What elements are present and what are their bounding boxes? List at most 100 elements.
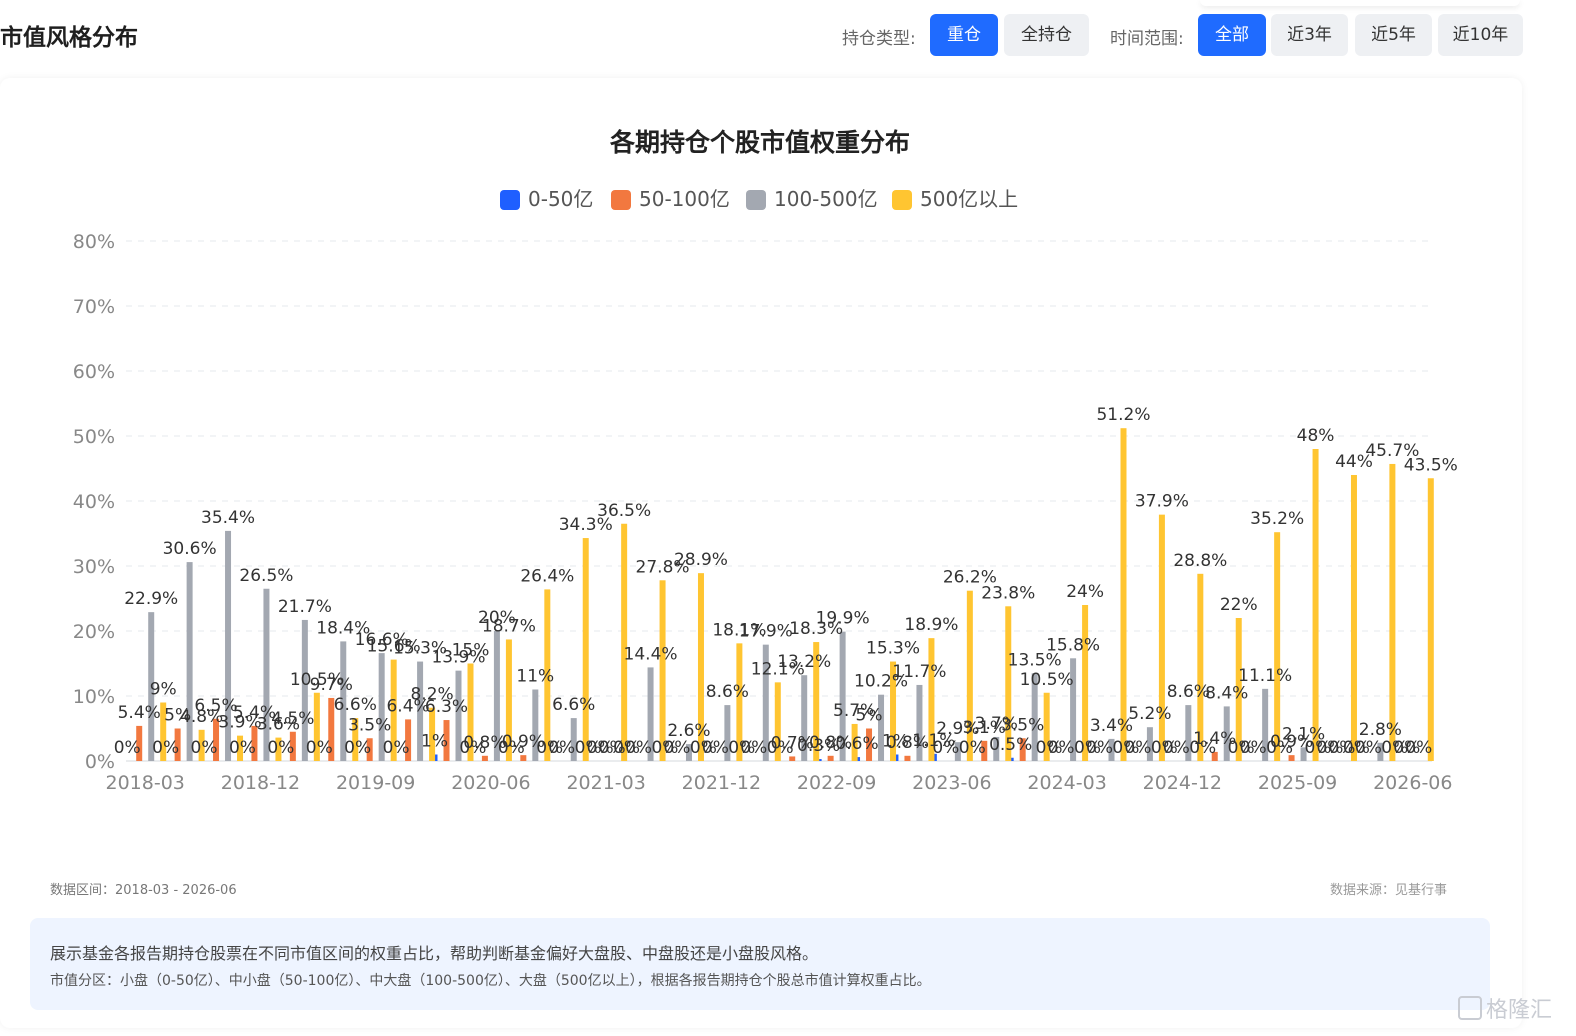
data-label: 1%	[882, 732, 909, 752]
bar	[582, 538, 589, 761]
data-source-text: 数据来源：见基行事	[1330, 883, 1448, 898]
note-line-1: 展示基金各报告期持仓股票在不同市值区间的权重占比，帮助判断基金偏好大盘股、中盘股…	[50, 944, 819, 963]
bar	[481, 755, 488, 761]
y-tick-label: 40%	[73, 491, 115, 513]
data-label: 0%	[1405, 738, 1432, 758]
data-label: 8.6%	[1167, 682, 1210, 702]
bar	[789, 756, 796, 761]
bar	[328, 697, 335, 761]
bar	[981, 740, 988, 761]
data-label: 0%	[959, 738, 986, 758]
data-label: 15%	[452, 641, 490, 661]
data-label: 6.4%	[386, 696, 429, 716]
legend-label-1: 0-50亿	[528, 187, 593, 211]
data-label: 4.5%	[271, 709, 314, 729]
data-label: 26.2%	[943, 568, 997, 588]
bar	[685, 744, 692, 761]
bar	[174, 728, 181, 761]
time-range-all-button[interactable]: 全部	[1198, 14, 1266, 56]
legend-label-4: 500亿以上	[920, 187, 1018, 211]
data-label: 16.6%	[355, 630, 409, 650]
bar	[148, 612, 155, 761]
data-label: 0%	[613, 738, 640, 758]
bar	[1300, 747, 1307, 761]
data-label: 3.7%	[975, 714, 1018, 734]
bar	[1031, 673, 1038, 761]
time-range-3y-button[interactable]: 近3年	[1271, 14, 1348, 56]
data-label: 0%	[1048, 738, 1075, 758]
data-label: 3.5%	[1001, 715, 1044, 735]
data-label: 8.6%	[706, 682, 749, 702]
data-label: 0%	[536, 738, 563, 758]
bar	[966, 590, 973, 761]
watermark: 格隆汇	[1458, 992, 1552, 1024]
bar	[186, 562, 193, 761]
bar	[993, 736, 1000, 761]
data-label: 0%	[1189, 738, 1216, 758]
dropdown-shadow	[1200, 0, 1520, 6]
data-label: 0%	[599, 738, 626, 758]
bar	[762, 644, 769, 761]
bar	[532, 689, 539, 761]
data-label: 0%	[1151, 738, 1178, 758]
x-tick-label: 2025-09	[1258, 772, 1337, 794]
bar	[1043, 692, 1050, 761]
x-tick-label: 2024-03	[1027, 772, 1106, 794]
bar	[455, 670, 462, 761]
data-label: 5.7%	[833, 701, 876, 721]
bar	[289, 731, 296, 761]
data-label: 2.1%	[1282, 724, 1325, 744]
position-type-label: 持仓类型:	[842, 29, 916, 49]
bar	[878, 694, 885, 761]
bar	[225, 530, 232, 761]
time-range-5y-button[interactable]: 近5年	[1355, 14, 1432, 56]
data-label: 0%	[1074, 738, 1101, 758]
bar	[1312, 449, 1319, 761]
bar	[505, 639, 512, 761]
data-label: 15.3%	[866, 639, 920, 659]
data-label: 0%	[459, 738, 486, 758]
bar	[916, 684, 923, 761]
data-label: 0%	[191, 738, 218, 758]
x-tick-label: 2026-06	[1373, 772, 1452, 794]
x-tick-label: 2023-06	[912, 772, 991, 794]
data-label: 0%	[651, 738, 678, 758]
data-label: 15.3%	[393, 639, 447, 659]
bar	[467, 663, 474, 761]
data-label: 0%	[548, 738, 575, 758]
note-line-2: 市值分区：小盘（0-50亿）、中小盘（50-100亿）、中大盘（100-500亿…	[50, 973, 931, 989]
bar	[340, 641, 347, 761]
position-type-heavy-button[interactable]: 重仓	[930, 14, 998, 56]
time-range-10y-button[interactable]: 近10年	[1438, 14, 1523, 56]
bar	[1082, 605, 1089, 761]
header-bar: 市值风格分布 持仓类型: 重仓 全持仓 时间范围: 全部 近3年 近5年 近10…	[0, 0, 1576, 72]
data-label: 0%	[1328, 738, 1355, 758]
legend-swatch-4	[892, 190, 912, 210]
data-label: 0%	[1316, 738, 1343, 758]
bar	[1288, 755, 1295, 761]
bar	[724, 705, 731, 761]
data-label: 4.8%	[180, 707, 223, 727]
logo-icon	[1458, 996, 1482, 1020]
position-type-all-button[interactable]: 全持仓	[1004, 14, 1089, 56]
bar	[405, 719, 412, 761]
bar	[1389, 463, 1396, 761]
data-label: 0%	[1304, 738, 1331, 758]
y-tick-label: 50%	[73, 426, 115, 448]
data-label: 0%	[498, 738, 525, 758]
data-label: 0%	[229, 738, 256, 758]
data-label: 22%	[1220, 595, 1258, 615]
data-label: 28.8%	[1173, 551, 1227, 571]
x-tick-label: 2021-12	[682, 772, 761, 794]
bar	[1070, 658, 1077, 761]
data-label: 3.4%	[1090, 716, 1133, 736]
data-label: 0%	[152, 738, 179, 758]
data-label: 0%	[702, 738, 729, 758]
data-label: 10.5%	[290, 670, 344, 690]
y-tick-label: 20%	[73, 621, 115, 643]
data-label: 0%	[740, 738, 767, 758]
bar	[251, 725, 258, 761]
data-label: 2.9%	[936, 719, 979, 739]
bar	[1427, 478, 1434, 761]
data-label: 3.6%	[257, 715, 300, 735]
